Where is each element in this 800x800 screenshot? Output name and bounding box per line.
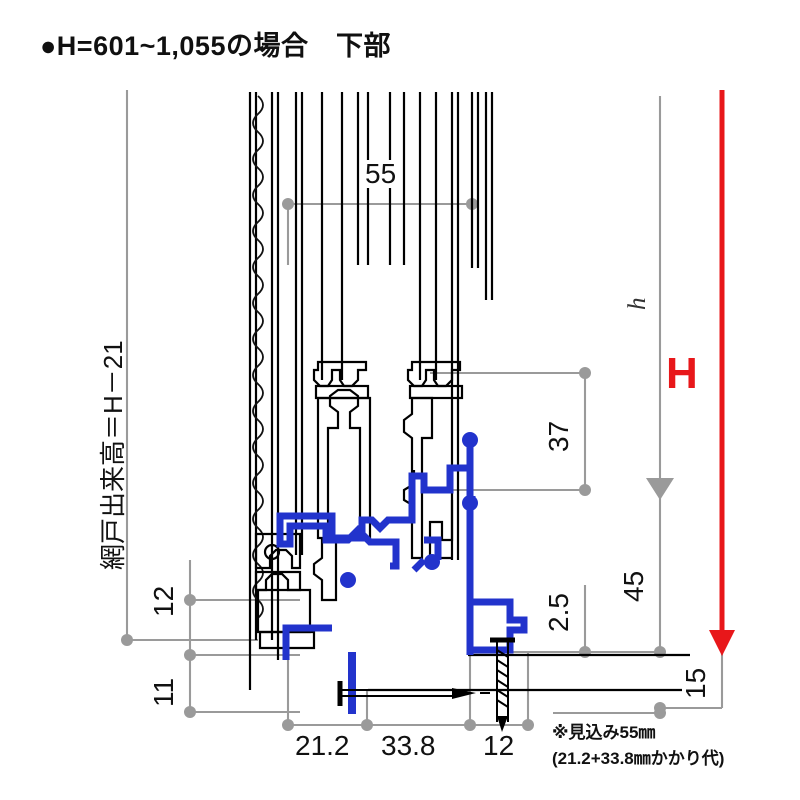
dimension-dots — [121, 198, 666, 731]
blue-junction-dots — [340, 432, 478, 588]
note-line-2: (21.2+33.8㎜かかり代) — [552, 749, 725, 768]
dimension-left-11: 11 — [148, 674, 179, 710]
dimension-bottom-12: 12 — [480, 732, 518, 760]
dimension-lines — [125, 90, 724, 727]
total-height-label-H: H — [666, 349, 698, 398]
sash-height-label-h: h — [624, 297, 651, 311]
h-dimension-arrowhead — [646, 478, 674, 500]
dimension-55: 55 — [362, 160, 400, 188]
dimension-2-5: 2.5 — [543, 590, 574, 635]
red-height-arrow — [709, 90, 735, 656]
dimension-left-12: 12 — [148, 582, 179, 620]
highlighted-sill-profile — [276, 440, 528, 714]
dimension-15: 15 — [680, 664, 711, 702]
net-height-label: 網戸出来高＝H－21 — [98, 340, 128, 570]
note-line-1: ※見込み55㎜ — [552, 723, 656, 742]
horizontal-nail — [337, 681, 492, 706]
dimension-33-8: 33.8 — [378, 732, 439, 760]
page-title: ●H=601~1,055の場合 下部 — [40, 31, 391, 61]
dimension-21-2: 21.2 — [292, 732, 353, 760]
wood-screw — [490, 637, 515, 752]
dimension-45: 45 — [618, 567, 649, 605]
dimension-37: 37 — [543, 417, 574, 455]
screen-mesh-pattern — [252, 95, 264, 619]
